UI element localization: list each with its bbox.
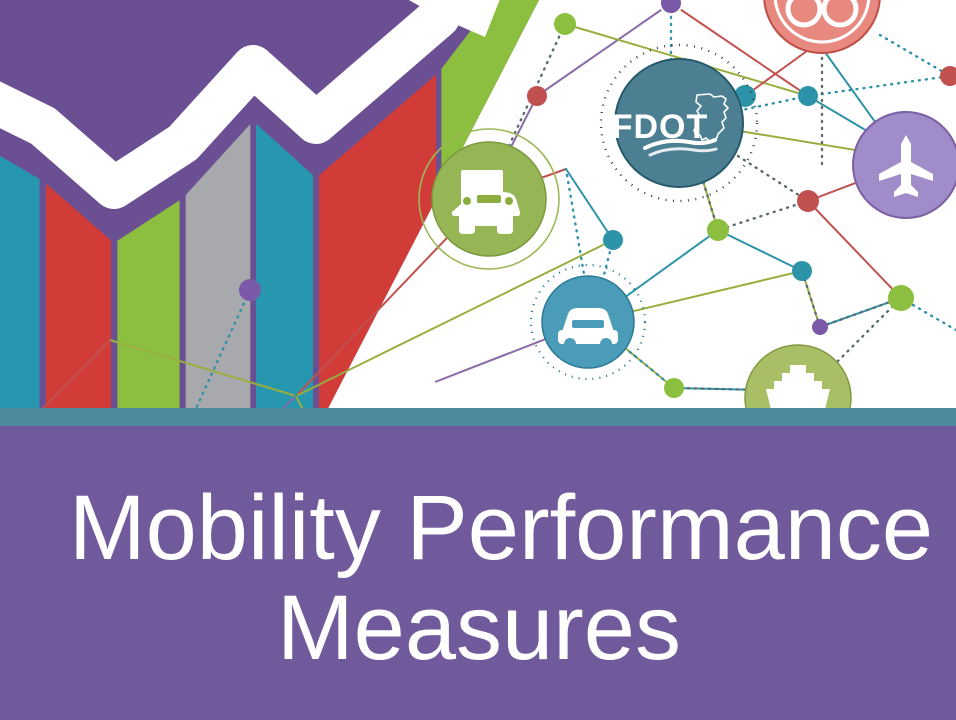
svg-text:FDOT: FDOT (612, 108, 709, 146)
